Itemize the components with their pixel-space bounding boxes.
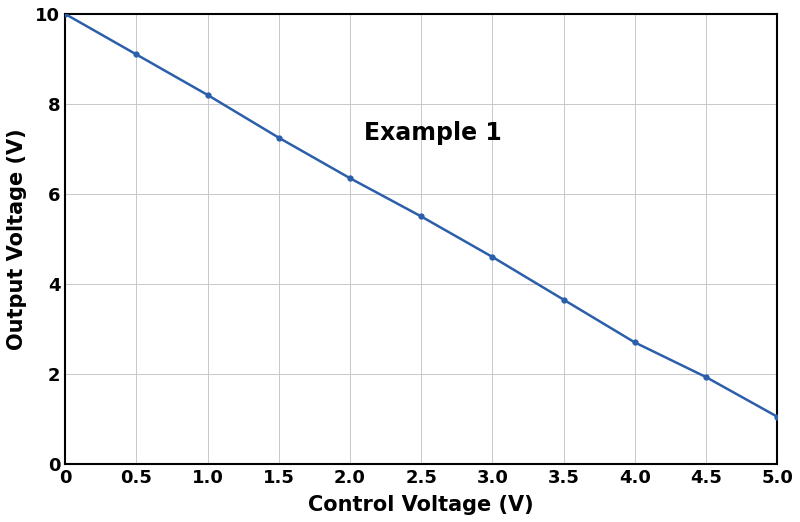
Y-axis label: Output Voltage (V): Output Voltage (V) — [7, 128, 27, 350]
X-axis label: Control Voltage (V): Control Voltage (V) — [308, 495, 534, 515]
Text: Example 1: Example 1 — [364, 121, 502, 145]
